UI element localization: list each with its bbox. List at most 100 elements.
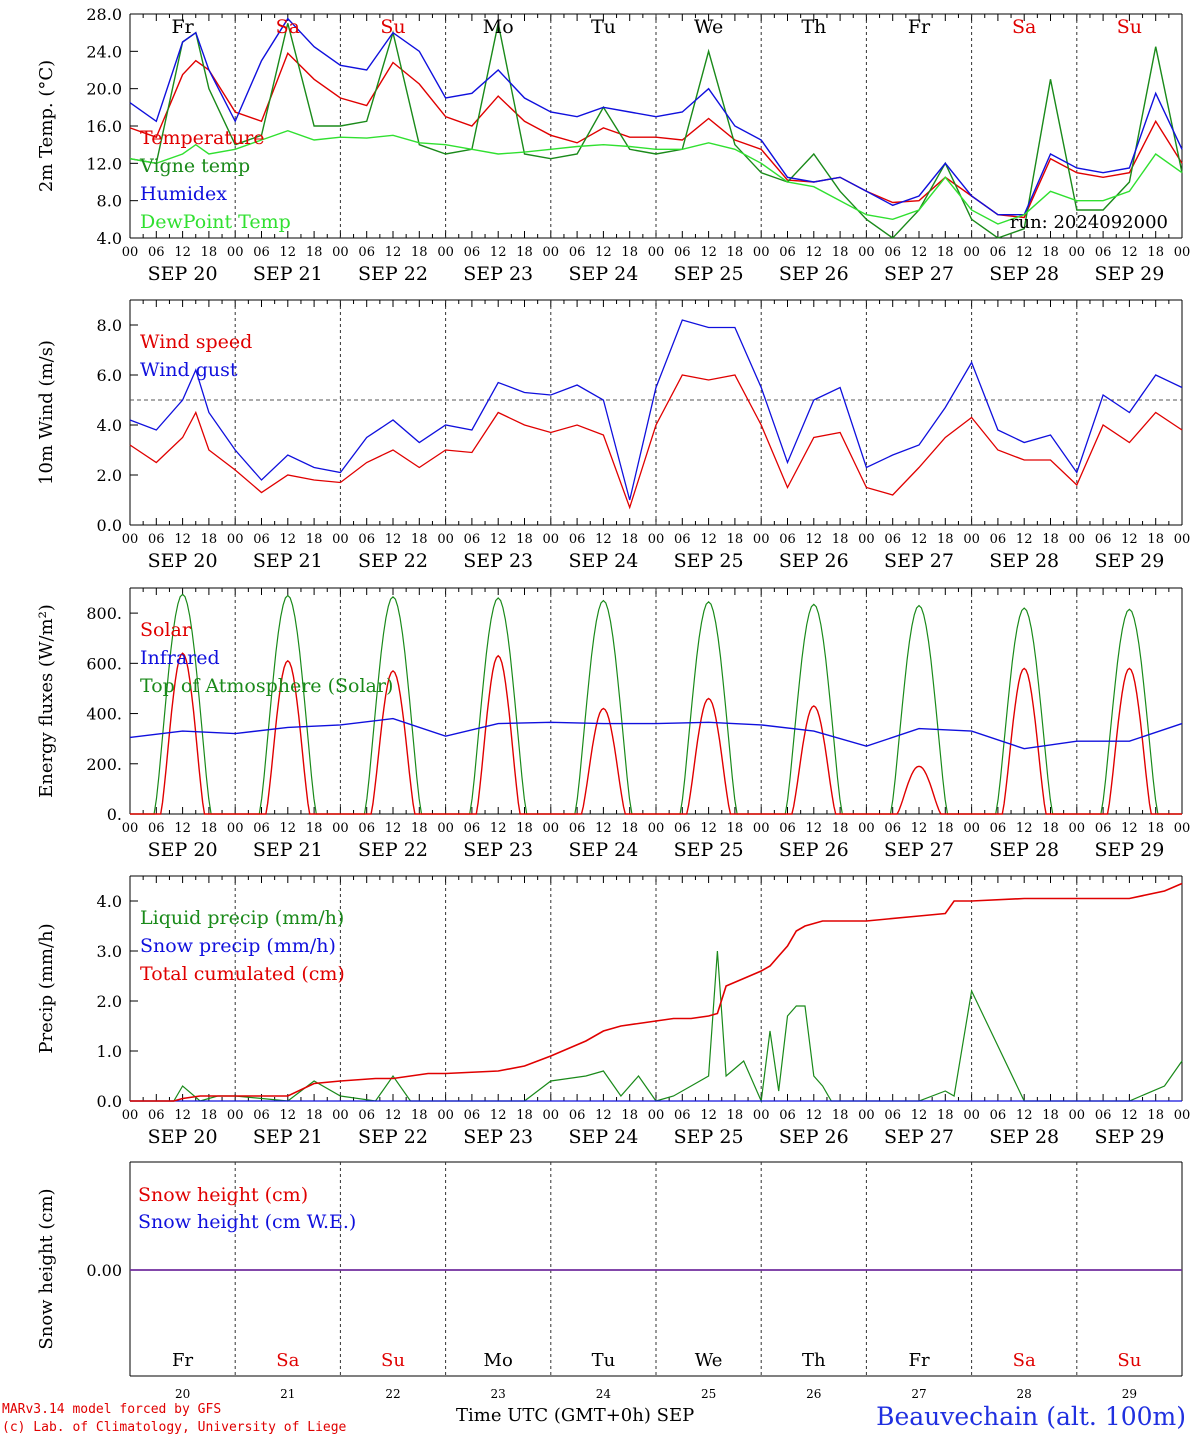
panel-2-hour-label: 00 bbox=[963, 532, 980, 547]
panel-2-hour-label: 06 bbox=[990, 532, 1007, 547]
panel-3-hour-label: 12 bbox=[385, 821, 402, 836]
day-name-label: Tu bbox=[591, 16, 616, 38]
panel-3-ytick-label: 600. bbox=[86, 654, 122, 673]
panel-3-hour-label: 12 bbox=[174, 821, 191, 836]
panel-4-date-label: SEP 20 bbox=[148, 1126, 218, 1148]
panel-2-hour-label: 06 bbox=[253, 532, 270, 547]
panel-1-hour-label: 00 bbox=[332, 245, 349, 260]
day-name-label: Su bbox=[1117, 16, 1142, 38]
panel-3-hour-label: 00 bbox=[753, 821, 770, 836]
panel-2-date-label: SEP 24 bbox=[568, 550, 638, 572]
panel-3-hour-label: 18 bbox=[411, 821, 428, 836]
panel-2-hour-label: 12 bbox=[700, 532, 717, 547]
panel-2-hour-label: 18 bbox=[1042, 532, 1059, 547]
panel-1-date-label: SEP 25 bbox=[674, 263, 744, 285]
panel-2-hour-label: 18 bbox=[937, 532, 954, 547]
panel-2-hour-label: 18 bbox=[201, 532, 218, 547]
panel-2-ytick-label: 2.0 bbox=[97, 466, 122, 485]
panel-1-hour-label: 12 bbox=[806, 245, 823, 260]
panel-1-hour-label: 12 bbox=[174, 245, 191, 260]
panel-3-hour-label: 06 bbox=[569, 821, 586, 836]
panel-1-date-label: SEP 29 bbox=[1094, 263, 1164, 285]
panel-4-date-label: SEP 28 bbox=[989, 1126, 1059, 1148]
panel-2-hour-label: 06 bbox=[884, 532, 901, 547]
panel-2-hour-label: 00 bbox=[858, 532, 875, 547]
panel-5-day-number: 25 bbox=[701, 1387, 716, 1401]
panel-4-hour-label: 18 bbox=[937, 1108, 954, 1123]
panel-1-hour-label: 12 bbox=[280, 245, 297, 260]
panel-1-hour-label: 12 bbox=[385, 245, 402, 260]
panel-4-hour-label: 12 bbox=[280, 1108, 297, 1123]
panel-4-ytick-label: 4.0 bbox=[97, 892, 122, 911]
panel-3-hour-label: 18 bbox=[1147, 821, 1164, 836]
panel-4-hour-label: 12 bbox=[595, 1108, 612, 1123]
panel-4-legend-entry: Snow precip (mm/h) bbox=[140, 935, 336, 957]
panel-3-date-label: SEP 24 bbox=[568, 839, 638, 861]
panel-3-date-label: SEP 23 bbox=[463, 839, 533, 861]
panel-1-hour-label: 18 bbox=[1147, 245, 1164, 260]
panel-1-legend-entry: Temperature bbox=[140, 127, 264, 149]
panel-2-hour-label: 18 bbox=[621, 532, 638, 547]
panel-1-date-label: SEP 26 bbox=[779, 263, 849, 285]
panel-3-hour-label: 06 bbox=[884, 821, 901, 836]
panel-5-day-number: 24 bbox=[596, 1387, 612, 1401]
panel-2-hour-label: 00 bbox=[332, 532, 349, 547]
panel-1-hour-label: 18 bbox=[516, 245, 533, 260]
panel-3-hour-label: 06 bbox=[990, 821, 1007, 836]
panel-1-hour-label: 00 bbox=[1069, 245, 1086, 260]
panel-2-hour-label: 12 bbox=[1121, 532, 1138, 547]
panel-5-day-name: We bbox=[695, 1350, 723, 1371]
panel-1-hour-label: 00 bbox=[437, 245, 454, 260]
panel-1-hour-label: 00 bbox=[648, 245, 665, 260]
panel-1-hour-label: 06 bbox=[358, 245, 375, 260]
panel-3-hour-label: 12 bbox=[280, 821, 297, 836]
panel-2-legend-entry: Wind speed bbox=[140, 331, 252, 353]
panel-3-hour-label: 18 bbox=[201, 821, 218, 836]
panel-5-day-name: Fr bbox=[172, 1350, 193, 1371]
panel-2-ytick-label: 8.0 bbox=[97, 316, 122, 335]
panel-3-hour-label: 12 bbox=[911, 821, 928, 836]
panel-5-day-name: Sa bbox=[276, 1350, 299, 1371]
panel-4-legend-entry: Total cumulated (cm) bbox=[140, 963, 345, 985]
panel-2-date-label: SEP 25 bbox=[674, 550, 744, 572]
panel-1-hour-label: 12 bbox=[911, 245, 928, 260]
panel-1-hour-label: 18 bbox=[621, 245, 638, 260]
panel-2-date-label: SEP 22 bbox=[358, 550, 428, 572]
panel-2-date-label: SEP 28 bbox=[989, 550, 1059, 572]
panel-3-hour-label: 06 bbox=[253, 821, 270, 836]
panel-4-date-label: SEP 22 bbox=[358, 1126, 428, 1148]
panel-4-hour-label: 12 bbox=[806, 1108, 823, 1123]
panel-4-hour-label: 18 bbox=[516, 1108, 533, 1123]
panel-2-hour-label: 18 bbox=[411, 532, 428, 547]
panel-2-date-label: SEP 29 bbox=[1094, 550, 1164, 572]
panel-1-ytick-label: 28.0 bbox=[86, 5, 122, 24]
panel-4-hour-label: 12 bbox=[700, 1108, 717, 1123]
panel-2-hour-label: 06 bbox=[464, 532, 481, 547]
panel-4-hour-label: 12 bbox=[911, 1108, 928, 1123]
panel-3-date-label: SEP 25 bbox=[674, 839, 744, 861]
panel-4-date-label: SEP 21 bbox=[253, 1126, 323, 1148]
panel-3-hour-label: 12 bbox=[806, 821, 823, 836]
panel-4-date-label: SEP 25 bbox=[674, 1126, 744, 1148]
panel-3-hour-label: 00 bbox=[332, 821, 349, 836]
panel-4-ytick-label: 3.0 bbox=[97, 942, 122, 961]
panel-1-date-label: SEP 28 bbox=[989, 263, 1059, 285]
panel-1-hour-label: 18 bbox=[832, 245, 849, 260]
precip-series-green bbox=[130, 950, 1183, 1104]
day-name-label: We bbox=[694, 16, 723, 38]
panel-2-hour-label: 18 bbox=[727, 532, 744, 547]
panel-2-ytick-label: 6.0 bbox=[97, 366, 122, 385]
panel-2-hour-label: 12 bbox=[595, 532, 612, 547]
panel-3-hour-label: 06 bbox=[358, 821, 375, 836]
panel-5-day-number: 26 bbox=[806, 1387, 821, 1401]
panel-2-hour-label: 12 bbox=[911, 532, 928, 547]
panel-1-date-label: SEP 24 bbox=[568, 263, 638, 285]
panel-4-hour-label: 00 bbox=[1174, 1108, 1191, 1123]
panel-3-date-label: SEP 21 bbox=[253, 839, 323, 861]
panel-1-hour-label: 06 bbox=[779, 245, 796, 260]
panel-5-ytick-label: 0.00 bbox=[86, 1261, 122, 1280]
credit-lab: (c) Lab. of Climatology, University of L… bbox=[2, 1420, 347, 1435]
panel-4-hour-label: 06 bbox=[358, 1108, 375, 1123]
panel-1-hour-label: 06 bbox=[1095, 245, 1112, 260]
panel-2-hour-label: 00 bbox=[1174, 532, 1191, 547]
